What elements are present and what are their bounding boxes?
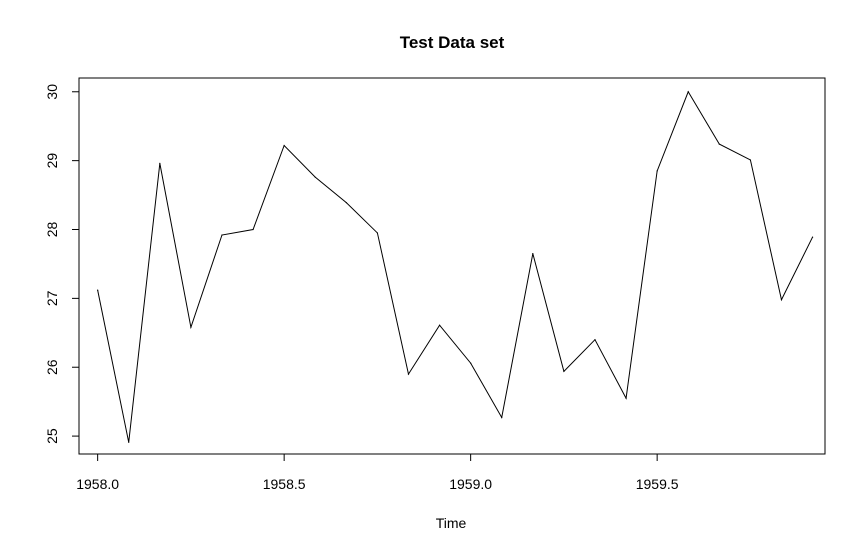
y-tick-label: 30 bbox=[44, 84, 60, 100]
data-point bbox=[749, 159, 752, 161]
x-axis-title: Time bbox=[436, 515, 467, 531]
y-tick-label: 27 bbox=[44, 290, 60, 306]
y-axis: 25 26 27 28 29 30 bbox=[44, 84, 80, 444]
series-line bbox=[97, 90, 814, 443]
y-tick-label: 25 bbox=[44, 428, 60, 444]
data-point bbox=[438, 324, 441, 326]
data-point bbox=[532, 253, 534, 255]
data-point bbox=[687, 91, 689, 93]
data-point bbox=[811, 236, 814, 238]
y-tick-label: 28 bbox=[44, 222, 60, 238]
data-point bbox=[283, 144, 285, 147]
data-point bbox=[501, 416, 503, 419]
x-tick-label: 1959.5 bbox=[636, 476, 679, 492]
x-tick-label: 1959.0 bbox=[449, 476, 492, 492]
data-point bbox=[314, 176, 316, 178]
data-point bbox=[625, 397, 627, 399]
data-point bbox=[780, 299, 783, 301]
data-point bbox=[345, 202, 347, 204]
data-point bbox=[594, 339, 596, 341]
data-point bbox=[128, 441, 130, 443]
data-point bbox=[470, 362, 472, 364]
data-point bbox=[376, 232, 378, 234]
data-point bbox=[718, 143, 720, 145]
y-tick-label: 26 bbox=[44, 359, 60, 375]
data-point bbox=[563, 370, 565, 372]
chart-title: Test Data set bbox=[400, 33, 505, 52]
x-axis: 1958.0 1958.5 1959.0 1959.5 bbox=[76, 453, 679, 492]
data-point bbox=[97, 289, 99, 291]
data-points bbox=[97, 91, 814, 443]
data-point bbox=[407, 373, 410, 375]
data-point bbox=[190, 326, 192, 328]
data-point bbox=[221, 234, 223, 236]
x-tick-label: 1958.0 bbox=[76, 476, 119, 492]
data-point bbox=[159, 162, 161, 164]
x-tick-label: 1958.5 bbox=[263, 476, 306, 492]
data-point bbox=[656, 170, 658, 172]
y-tick-label: 29 bbox=[44, 153, 60, 169]
data-point bbox=[252, 228, 254, 231]
